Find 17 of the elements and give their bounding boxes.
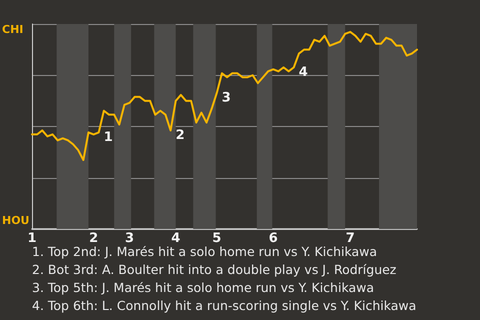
annotation: 2	[176, 128, 185, 143]
x-tick-label: 2	[89, 231, 98, 246]
x-tick-label: 7	[346, 231, 355, 246]
x-tick-label: 4	[171, 231, 180, 246]
x-tick-label: 1	[27, 231, 37, 246]
text: 3. Top 5th: J. Marés hit a solo home run vs Y. Kichikawa	[32, 280, 374, 295]
annotation: 4	[298, 64, 308, 80]
text: CHI	[2, 23, 24, 36]
text: 2. Bot 3rd: A. Boulter hit into a double play vs J. Rodríguez	[32, 262, 397, 277]
text: 4. Top 6th: L. Connolly hit a run-scoring single vs Y. Kichikawa	[32, 298, 416, 313]
annotation: 3	[222, 90, 231, 106]
text: 1. Top 2nd: J. Marés hit a solo home run vs Y. Kichikawa	[32, 244, 378, 259]
x-tick-label: 5	[212, 231, 222, 246]
text: HOU	[2, 214, 30, 227]
x-tick-label: 3	[125, 231, 134, 246]
annotation: 1	[104, 130, 113, 145]
x-tick-label: 6	[268, 231, 278, 246]
